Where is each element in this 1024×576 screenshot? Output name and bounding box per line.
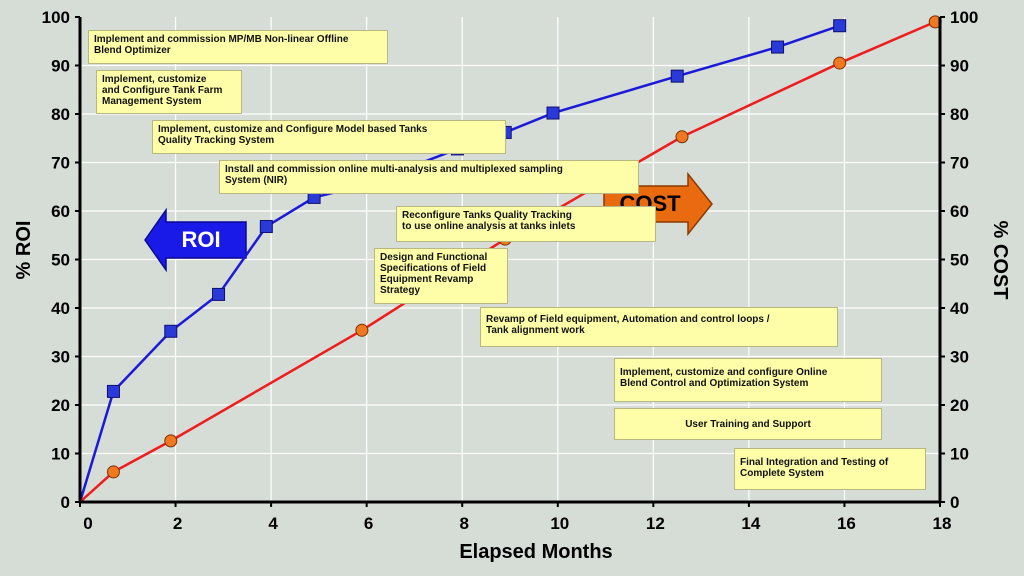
x-tick-label: 6 bbox=[364, 514, 373, 533]
cost-point bbox=[675, 130, 689, 144]
x-tick-label: 10 bbox=[550, 514, 569, 533]
x-tick-label: 12 bbox=[646, 514, 665, 533]
x-tick-label: 16 bbox=[837, 514, 856, 533]
annotation-tanks-quality-tracking: Implement, customize and Configure Model… bbox=[152, 120, 506, 154]
roi-point bbox=[833, 19, 847, 33]
y-tick-label-left: 20 bbox=[51, 396, 70, 415]
y-tick-label-right: 80 bbox=[950, 105, 969, 124]
annotation-user-training: User Training and Support bbox=[614, 408, 882, 440]
y-tick-label-left: 0 bbox=[61, 493, 70, 512]
annotation-tank-farm-management: Implement, customize and Configure Tank … bbox=[96, 70, 242, 114]
y-tick-label-right: 20 bbox=[950, 396, 969, 415]
roi-point bbox=[546, 106, 560, 120]
x-tick-label: 14 bbox=[741, 514, 760, 533]
y-tick-label-right: 40 bbox=[950, 299, 969, 318]
y-axis-title-right: % COST bbox=[989, 221, 1011, 300]
annotation-online-blend-control: Implement, customize and configure Onlin… bbox=[614, 358, 882, 402]
roi-arrow-label: ROI bbox=[181, 227, 220, 252]
roi-point bbox=[771, 40, 785, 54]
roi-arrow bbox=[144, 207, 247, 273]
annotation-design-field-equipment: Design and Functional Specifications of … bbox=[374, 248, 508, 304]
cost-point bbox=[164, 434, 178, 448]
roi-point bbox=[106, 384, 120, 398]
cost-point bbox=[106, 465, 120, 479]
y-tick-label-right: 90 bbox=[950, 57, 969, 76]
y-tick-label-right: 60 bbox=[950, 202, 969, 221]
cost-point bbox=[355, 323, 369, 337]
y-tick-label-left: 70 bbox=[51, 154, 70, 173]
annotation-reconfigure-tracking: Reconfigure Tanks Quality Tracking to us… bbox=[396, 206, 656, 242]
x-tick-label: 8 bbox=[459, 514, 468, 533]
y-tick-label-left: 100 bbox=[42, 8, 70, 27]
y-tick-label-right: 70 bbox=[950, 154, 969, 173]
annotation-revamp-field-equipment: Revamp of Field equipment, Automation an… bbox=[480, 307, 838, 347]
y-tick-label-left: 40 bbox=[51, 299, 70, 318]
y-tick-label-left: 90 bbox=[51, 57, 70, 76]
roi-point bbox=[212, 287, 226, 301]
y-tick-label-left: 30 bbox=[51, 348, 70, 367]
roi-point bbox=[670, 69, 684, 83]
y-axis-title-left: % ROI bbox=[13, 221, 35, 280]
y-tick-label-left: 50 bbox=[51, 251, 70, 270]
x-tick-label: 0 bbox=[83, 514, 92, 533]
y-tick-label-left: 10 bbox=[51, 445, 70, 464]
y-tick-label-right: 0 bbox=[950, 493, 959, 512]
y-tick-label-right: 30 bbox=[950, 348, 969, 367]
y-tick-label-right: 50 bbox=[950, 251, 969, 270]
x-tick-label: 4 bbox=[268, 514, 278, 533]
x-tick-label: 18 bbox=[933, 514, 952, 533]
y-tick-label-right: 10 bbox=[950, 445, 969, 464]
y-tick-label-left: 60 bbox=[51, 202, 70, 221]
x-axis-title: Elapsed Months bbox=[459, 541, 612, 563]
roi-point bbox=[259, 220, 273, 234]
x-tick-label: 2 bbox=[173, 514, 182, 533]
y-tick-label-right: 100 bbox=[950, 8, 978, 27]
annotation-offline-blend-optimizer: Implement and commission MP/MB Non-linea… bbox=[88, 30, 388, 64]
roi-point bbox=[164, 324, 178, 338]
y-tick-label-left: 80 bbox=[51, 105, 70, 124]
annotation-final-integration: Final Integration and Testing of Complet… bbox=[734, 448, 926, 490]
cost-point bbox=[833, 56, 847, 70]
annotation-online-analysis-nir: Install and commission online multi-anal… bbox=[219, 160, 639, 194]
